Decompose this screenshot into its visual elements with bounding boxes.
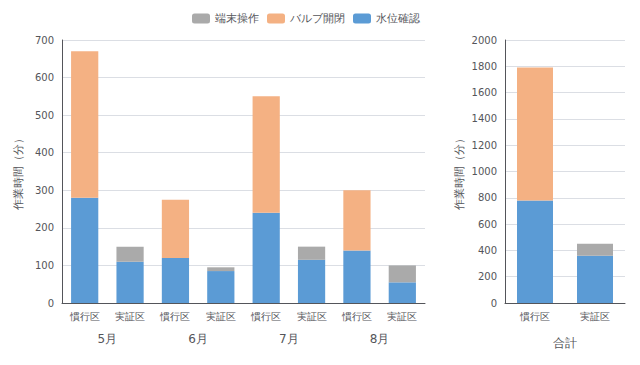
svg-text:500: 500 [35, 110, 54, 121]
svg-text:慣行区: 慣行区 [159, 311, 190, 322]
svg-text:2000: 2000 [472, 35, 497, 46]
svg-text:0: 0 [48, 298, 54, 309]
svg-text:600: 600 [35, 72, 54, 83]
svg-text:0: 0 [491, 298, 497, 309]
svg-text:実証区: 実証区 [580, 311, 610, 322]
svg-text:400: 400 [478, 245, 497, 256]
svg-text:1800: 1800 [472, 61, 497, 72]
svg-text:端末操作: 端末操作 [215, 12, 259, 25]
svg-text:実証区: 実証区 [115, 311, 145, 322]
svg-text:実証区: 実証区 [387, 311, 417, 322]
svg-text:実証区: 実証区 [206, 311, 236, 322]
svg-text:1400: 1400 [472, 113, 497, 124]
svg-text:6月: 6月 [188, 332, 208, 346]
svg-text:慣行区: 慣行区 [341, 311, 372, 322]
svg-text:1200: 1200 [472, 140, 497, 151]
svg-text:5月: 5月 [98, 332, 118, 346]
svg-text:慣行区: 慣行区 [69, 311, 100, 322]
svg-text:300: 300 [35, 185, 54, 196]
svg-text:実証区: 実証区 [297, 311, 327, 322]
svg-text:400: 400 [35, 147, 54, 158]
svg-text:8月: 8月 [370, 332, 390, 346]
svg-text:1000: 1000 [472, 166, 497, 177]
svg-text:7月: 7月 [279, 332, 299, 346]
svg-text:慣行区: 慣行区 [250, 311, 281, 322]
svg-text:慣行区: 慣行区 [519, 311, 550, 322]
svg-text:作業時間（分）: 作業時間（分） [12, 133, 25, 211]
svg-text:700: 700 [35, 35, 54, 46]
svg-text:1600: 1600 [472, 87, 497, 98]
svg-text:200: 200 [35, 222, 54, 233]
svg-text:200: 200 [478, 271, 497, 282]
svg-text:バルブ開閉: バルブ開閉 [289, 12, 345, 25]
svg-text:100: 100 [35, 260, 54, 271]
svg-text:水位確認: 水位確認 [376, 12, 420, 25]
svg-text:800: 800 [478, 192, 497, 203]
svg-text:600: 600 [478, 219, 497, 230]
svg-text:作業時間（分）: 作業時間（分） [453, 133, 466, 211]
svg-text:合計: 合計 [553, 336, 577, 350]
